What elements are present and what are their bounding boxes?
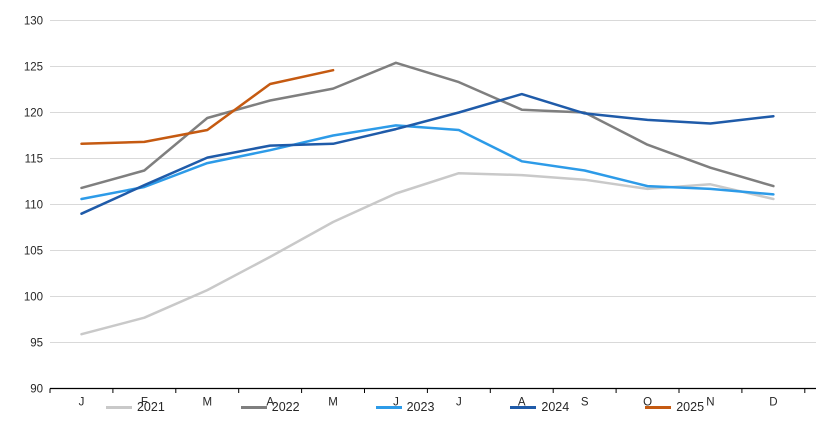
x-axis-label: D [769, 397, 777, 409]
series-line-2022 [80, 61, 775, 190]
series-line-2025 [80, 68, 335, 146]
legend-item-2023: 2023 [375, 400, 435, 414]
x-axis-label: M [328, 397, 338, 409]
x-axis-label: J [79, 397, 85, 409]
legend-item-2022: 2022 [240, 400, 300, 414]
x-axis-label: A [518, 397, 526, 409]
legend-swatch-2024 [510, 405, 537, 409]
x-axis-label: S [581, 397, 589, 409]
legend-label: 2022 [271, 400, 300, 414]
legend-item-2021: 2021 [105, 400, 165, 414]
legend-label: 2025 [676, 400, 705, 414]
legend-swatch-2025 [645, 405, 672, 409]
y-axis-label: 110 [25, 200, 43, 212]
y-axis-label: 120 [24, 108, 43, 120]
x-axis-label: O [643, 397, 652, 409]
legend-label: 2023 [406, 400, 435, 414]
legend-swatch-2022 [240, 405, 267, 409]
x-axis-label: J [393, 397, 399, 409]
y-axis-label: 130 [24, 16, 43, 28]
x-axis-label: M [202, 397, 212, 409]
series-line-2024 [80, 92, 775, 215]
legend-swatch-2023 [375, 405, 402, 409]
series-line-2023 [80, 124, 775, 201]
legend-item-2024: 2024 [510, 401, 569, 414]
legend-label: 2024 [541, 400, 570, 414]
x-axis-label: N [706, 397, 714, 409]
y-axis-label: 95 [30, 338, 43, 350]
series-line-2021 [80, 171, 775, 336]
legend-swatch-2021 [105, 405, 132, 409]
y-axis-label: 125 [24, 62, 43, 74]
x-axis-label: J [456, 397, 462, 409]
x-axis-label: A [266, 397, 274, 409]
y-axis-label: 100 [24, 292, 43, 304]
chart-legend: 2021 2022 2023 2024 2025 [0, 401, 810, 414]
y-axis-label: 90 [30, 384, 43, 396]
legend-label: 2021 [136, 400, 165, 414]
x-axis-label: F [141, 397, 148, 409]
y-axis-label: 105 [24, 246, 43, 258]
legend-item-2025: 2025 [645, 401, 704, 414]
y-axis-label: 115 [25, 154, 43, 166]
